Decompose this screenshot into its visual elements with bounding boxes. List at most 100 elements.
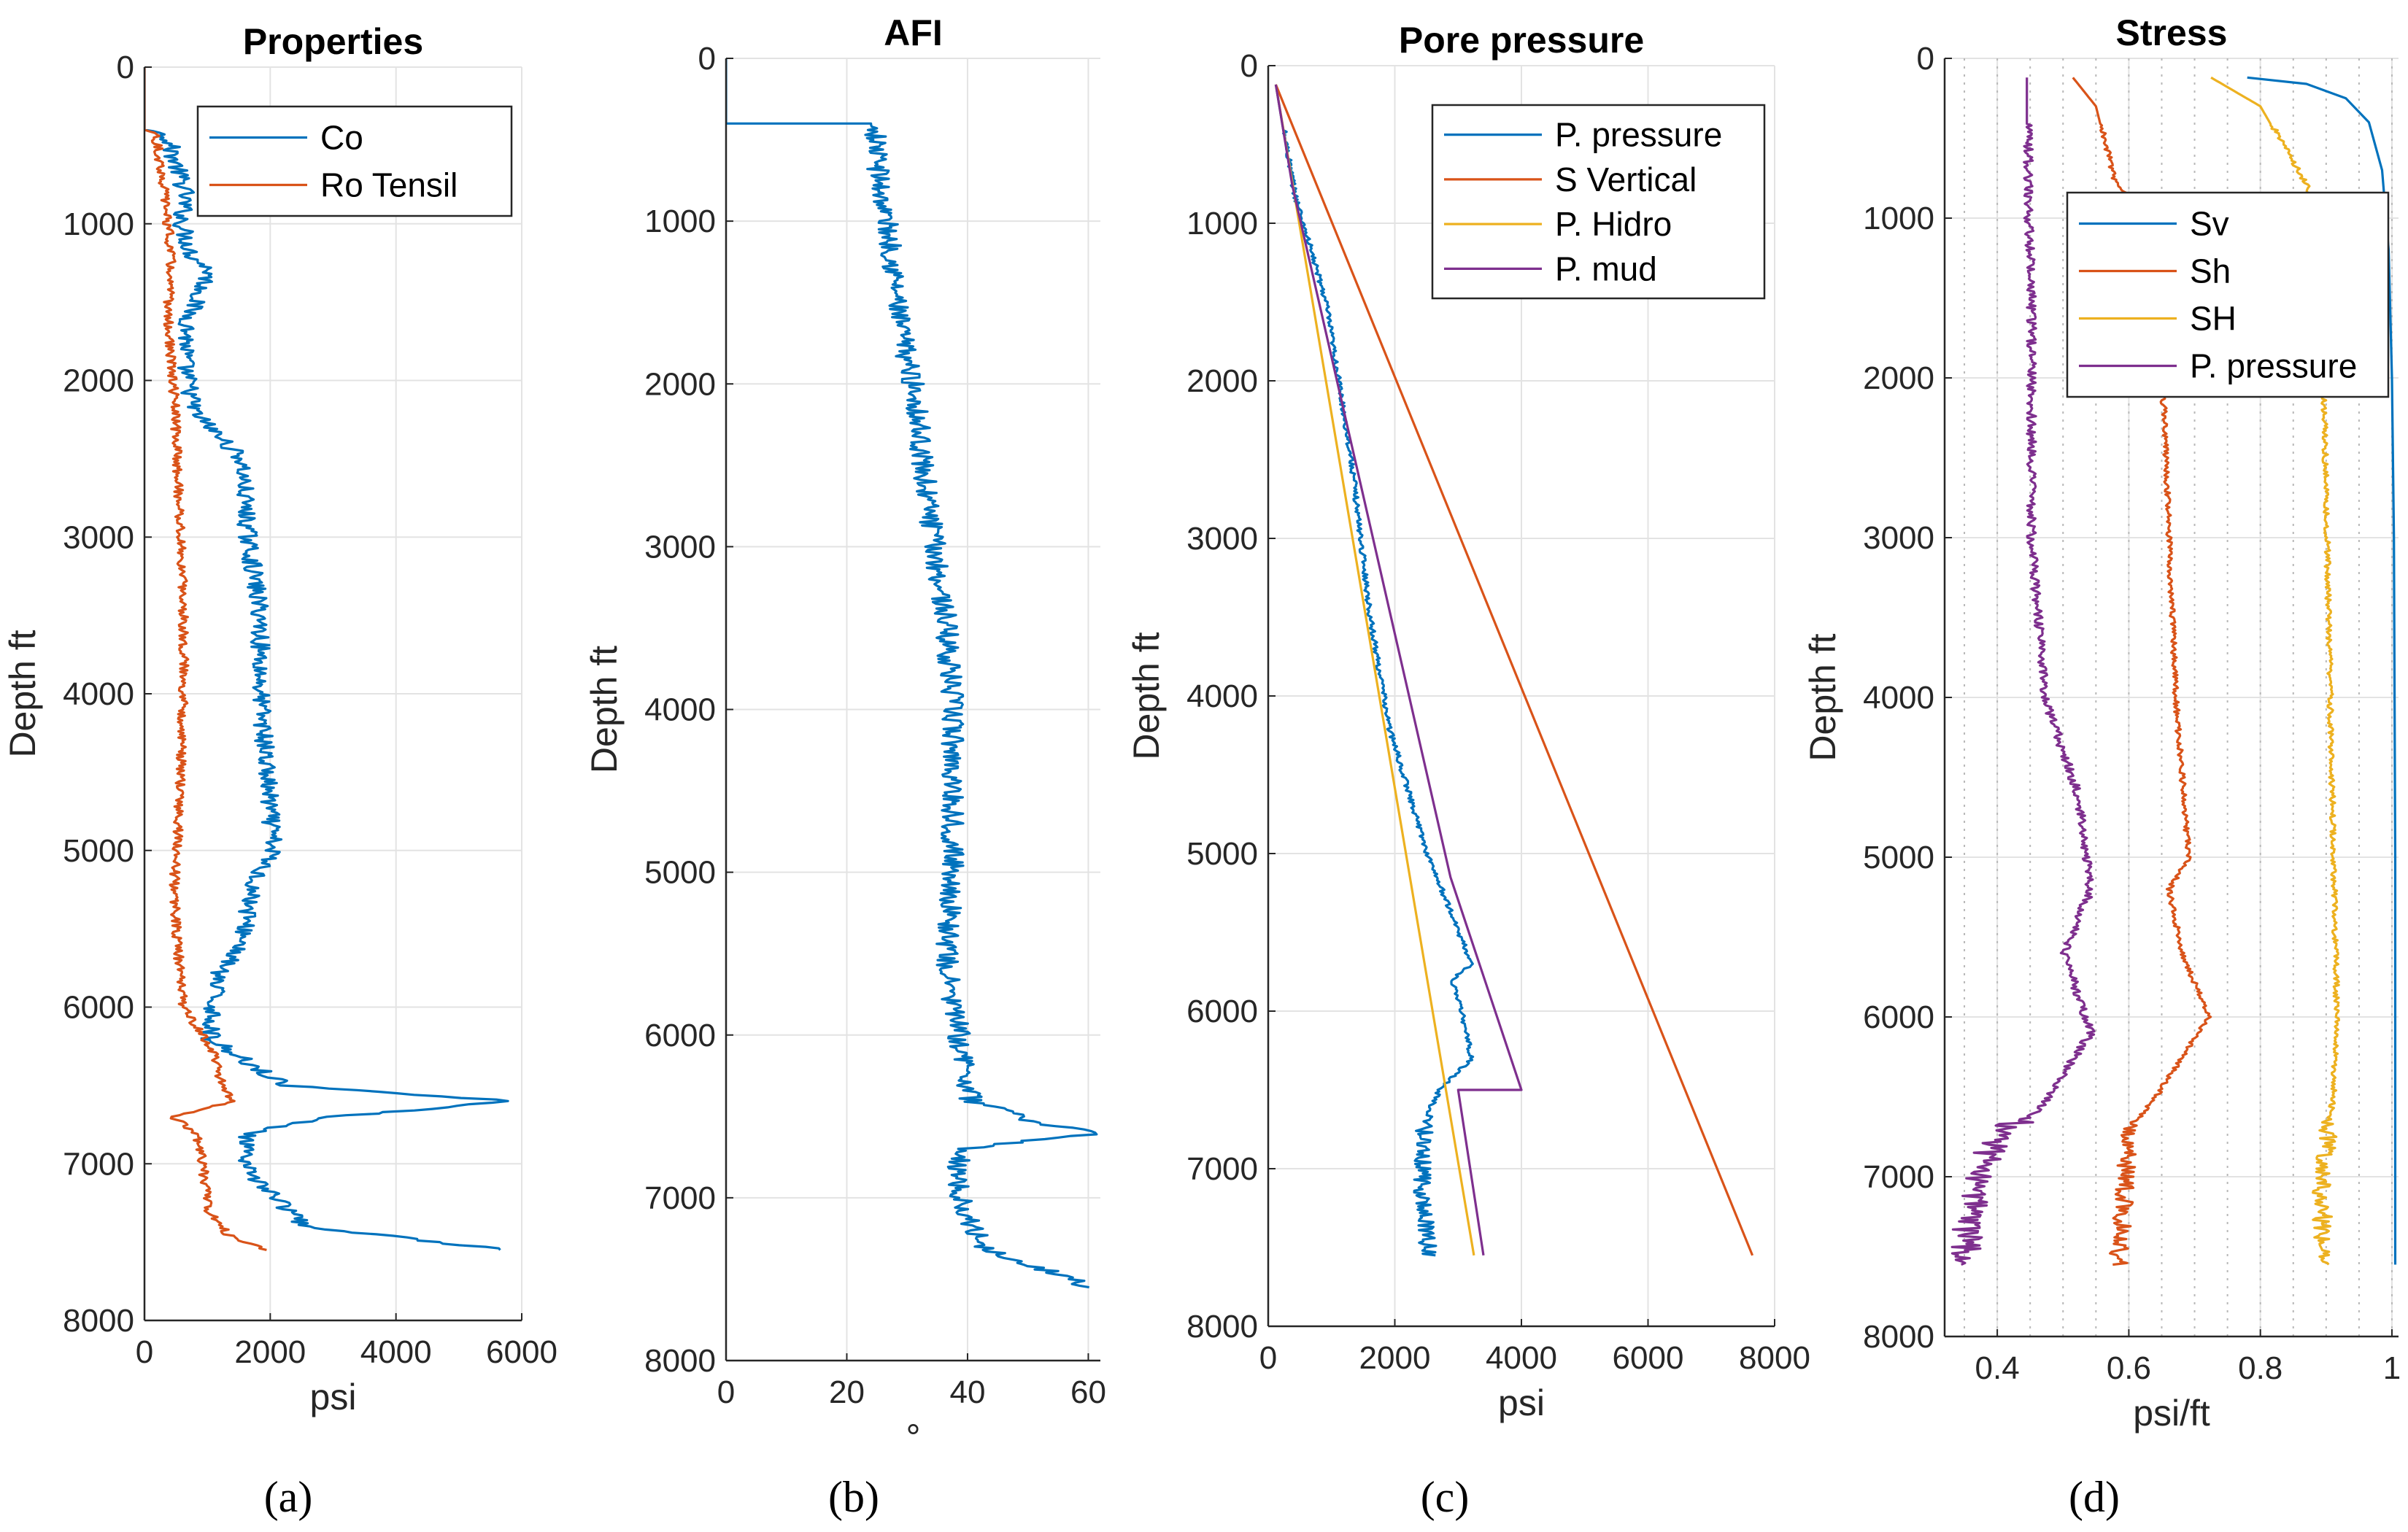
properties-legend: Co Ro Tensil [196, 105, 513, 217]
legend-label: P. pressure [2190, 347, 2357, 385]
x-tick-label: 0.8 [2238, 1350, 2282, 1386]
x-tick-label: 6000 [486, 1334, 557, 1370]
x-tick-label: 4000 [1486, 1340, 1557, 1376]
y-tick-label: 7000 [63, 1146, 134, 1182]
x-tick-label: 0 [1259, 1340, 1277, 1376]
legend-label: Sh [2190, 252, 2231, 290]
x-tick-label: 40 [949, 1374, 985, 1410]
afi-x-label: ° [906, 1417, 921, 1458]
caption-b: (b) [828, 1473, 879, 1521]
series-line-s-vertical [1274, 84, 1754, 1256]
x-tick-label: 0.6 [2107, 1350, 2151, 1386]
y-tick-label: 8000 [63, 1303, 134, 1339]
y-tick-label: 5000 [644, 855, 716, 891]
x-tick-label: 2000 [234, 1334, 306, 1370]
y-tick-label: 1000 [644, 204, 716, 239]
x-tick-label: 6000 [1613, 1340, 1684, 1376]
y-tick-label: 2000 [644, 366, 716, 402]
series-line-p-pressure [1950, 77, 2096, 1266]
y-tick-label: 6000 [1863, 999, 1934, 1035]
pore-pressure-x-label: psi [1498, 1382, 1545, 1423]
y-tick-label: 7000 [1186, 1151, 1258, 1187]
y-tick-label: 3000 [644, 529, 716, 565]
legend-label: Sv [2190, 205, 2229, 243]
caption-d: (d) [2069, 1473, 2120, 1521]
properties-title: Properties [243, 21, 423, 62]
x-tick-label: 0 [136, 1334, 153, 1370]
x-tick-label: 60 [1070, 1374, 1106, 1410]
panel-stress: 0 1000 2000 3000 4000 5000 6000 7000 8000 0.4 0.6 0… [1802, 12, 2401, 1434]
y-tick-label: 3000 [1186, 521, 1258, 557]
y-tick-label: 2000 [63, 363, 134, 399]
afi-y-label: Depth ft [584, 646, 625, 773]
y-tick-label: 0 [1240, 48, 1258, 84]
y-tick-label: 6000 [644, 1018, 716, 1053]
stress-y-label: Depth ft [1802, 633, 1843, 761]
x-tick-label: 2000 [1359, 1340, 1431, 1376]
x-tick-label: 0 [717, 1374, 735, 1410]
y-tick-label: 3000 [1863, 520, 1934, 556]
y-tick-label: 0 [117, 50, 134, 85]
legend-label: SH [2190, 300, 2237, 338]
pore-pressure-legend: P. pressure S Vertical P. Hidro P. mud [1431, 104, 1766, 300]
y-tick-label: 5000 [1186, 836, 1258, 872]
y-tick-label: 4000 [644, 692, 716, 728]
series-line-p-pressure [1274, 84, 1475, 1257]
series-line-p-mud [1274, 84, 1523, 1256]
properties-x-label: psi [310, 1377, 357, 1417]
afi-title: AFI [884, 12, 943, 53]
pore-pressure-y-label: Depth ft [1126, 632, 1167, 759]
y-tick-label: 7000 [644, 1180, 716, 1216]
y-tick-label: 1000 [1863, 201, 1934, 236]
series-line-ro-tensil [144, 67, 267, 1251]
y-tick-label: 8000 [1863, 1319, 1934, 1355]
y-tick-label: 6000 [63, 990, 134, 1026]
x-tick-label: 1 [2383, 1350, 2401, 1386]
y-tick-label: 8000 [644, 1343, 716, 1379]
y-tick-label: 4000 [1186, 678, 1258, 714]
y-tick-label: 5000 [63, 833, 134, 869]
legend-box [2066, 191, 2390, 398]
legend-label: P. mud [1555, 249, 1657, 287]
y-tick-label: 0 [698, 41, 716, 77]
stress-title: Stress [2116, 12, 2228, 53]
y-tick-label: 8000 [1186, 1309, 1258, 1345]
legend-label: P. pressure [1555, 116, 1722, 154]
y-tick-label: 1000 [63, 206, 134, 242]
stress-legend: Sv Sh SH P. pressure [2066, 191, 2390, 398]
y-tick-label: 1000 [1186, 206, 1258, 241]
properties-series [144, 67, 509, 1251]
series-line-co [144, 67, 509, 1251]
legend-label: S Vertical [1555, 160, 1697, 198]
legend-label: Co [320, 119, 363, 157]
pore-pressure-title: Pore pressure [1399, 20, 1644, 61]
x-tick-label: 4000 [360, 1334, 432, 1370]
legend-label: Ro Tensil [320, 166, 458, 204]
pore-pressure-series [1274, 84, 1754, 1257]
properties-y-label: Depth ft [2, 630, 43, 757]
y-tick-label: 0 [1917, 41, 1934, 77]
y-tick-label: 2000 [1863, 360, 1934, 396]
y-tick-label: 5000 [1863, 840, 1934, 875]
legend-label: P. Hidro [1555, 205, 1672, 243]
y-tick-label: 4000 [1863, 680, 1934, 716]
legend-box [196, 105, 513, 217]
stress-x-label: psi/ft [2133, 1393, 2210, 1434]
series-line-afi [726, 58, 1098, 1289]
y-tick-label: 2000 [1186, 363, 1258, 399]
series-line-p-hidro [1274, 84, 1475, 1256]
x-tick-label: 0.4 [1975, 1350, 2020, 1386]
x-tick-label: 20 [829, 1374, 865, 1410]
y-tick-label: 6000 [1186, 994, 1258, 1029]
caption-a: (a) [264, 1473, 313, 1521]
caption-c: (c) [1421, 1473, 1470, 1521]
y-tick-label: 7000 [1863, 1159, 1934, 1195]
y-tick-label: 3000 [63, 519, 134, 555]
y-tick-label: 4000 [63, 676, 134, 712]
afi-series [726, 58, 1098, 1289]
x-tick-label: 8000 [1739, 1340, 1810, 1376]
